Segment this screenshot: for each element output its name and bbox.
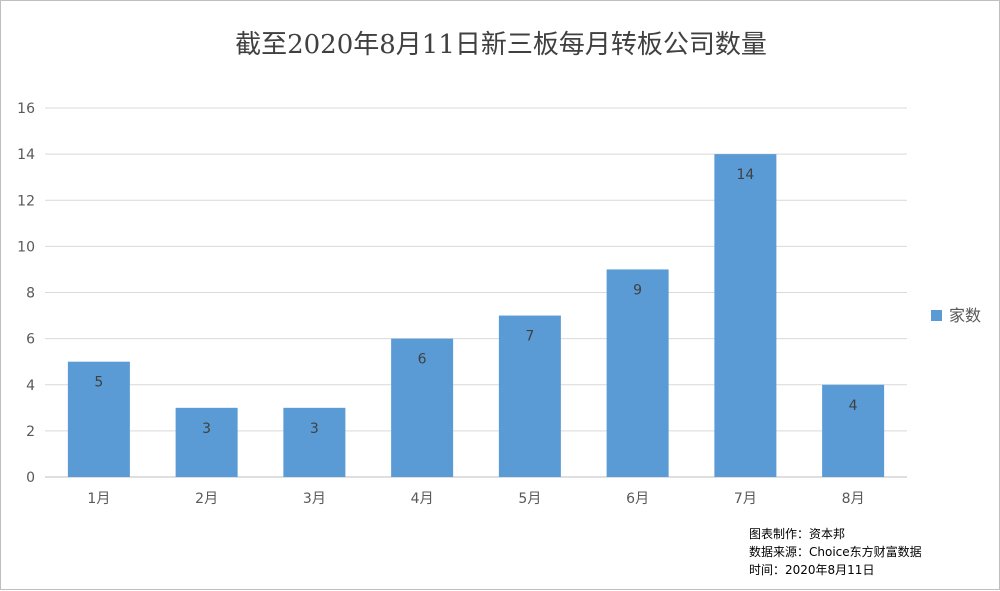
y-tick-label: 0 [26,470,35,486]
bar [822,384,885,477]
x-axis-ticks: 1月 2月 3月 4月 5月 6月 7月 8月 [87,491,864,507]
legend-label: 家数 [949,306,981,325]
y-tick-label: 4 [26,378,35,394]
data-label: 3 [310,421,319,437]
chart-title: 截至2020年8月11日新三板每月转板公司数量 [235,30,767,60]
data-label: 9 [633,282,642,298]
y-tick-label: 8 [26,286,35,302]
y-axis-ticks: 0 2 4 6 8 10 12 14 16 [17,101,35,486]
y-tick-label: 16 [17,101,35,117]
x-tick-label: 4月 [411,491,434,507]
x-tick-label: 2月 [195,491,218,507]
source-data: 数据来源：Choice东方财富数据 [749,545,922,559]
bar [391,338,454,477]
bar [606,269,669,477]
y-tick-label: 10 [17,239,35,255]
data-label: 7 [525,329,534,345]
y-tick-label: 2 [26,424,35,440]
y-tick-label: 14 [17,147,35,163]
data-label: 4 [849,398,858,414]
bar [283,407,346,477]
x-tick-label: 3月 [303,491,326,507]
legend-swatch [931,310,942,321]
x-tick-label: 5月 [518,491,541,507]
bar [175,407,238,477]
bar [714,154,777,477]
x-tick-label: 7月 [734,491,757,507]
source-maker: 图表制作：资本邦 [749,527,846,541]
data-label: 5 [94,375,103,391]
source-notes: 图表制作：资本邦 数据来源：Choice东方财富数据 时间：2020年8月11日 [749,525,922,579]
data-label: 6 [418,352,427,368]
grid-lines [45,107,907,478]
bars: 5 3 3 6 7 9 14 4 [67,154,885,477]
bar [67,361,130,477]
data-label: 14 [736,167,754,183]
y-tick-label: 12 [17,193,35,209]
legend: 家数 [931,306,981,325]
source-date: 时间：2020年8月11日 [749,563,875,577]
y-tick-label: 6 [26,332,35,348]
x-tick-label: 8月 [842,491,865,507]
x-tick-label: 1月 [87,491,110,507]
data-label: 3 [202,421,211,437]
bar [498,315,561,477]
x-tick-label: 6月 [626,491,649,507]
